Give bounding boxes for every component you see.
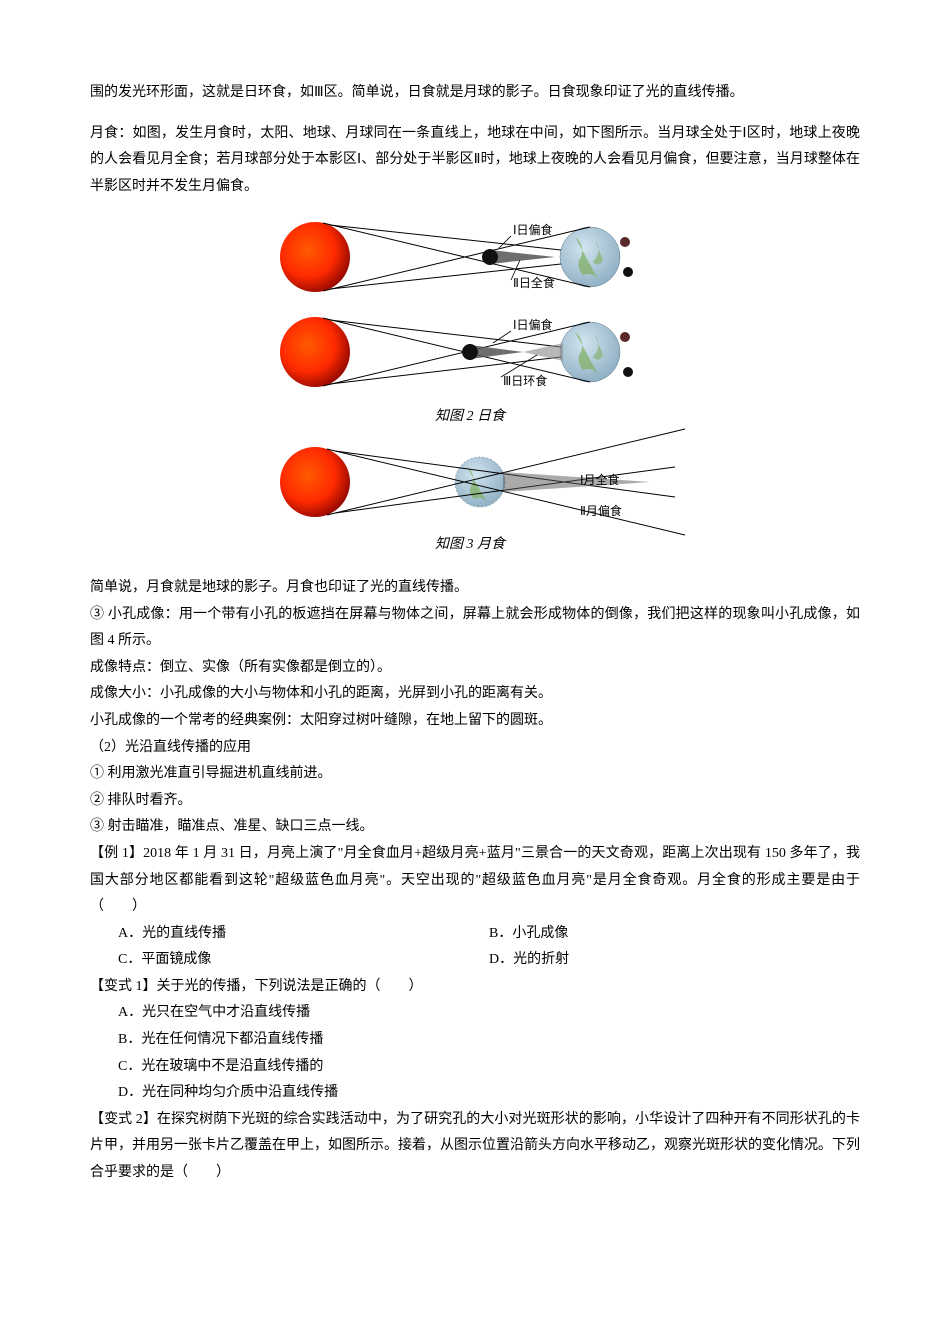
after-p5: 小孔成像的一个常考的经典案例：太阳穿过树叶缝隙，在地上留下的圆斑。 bbox=[90, 708, 860, 735]
ex1-opts-row1: A．光的直线传播 B．小孔成像 bbox=[90, 921, 860, 948]
solar-eclipse-1: Ⅰ日偏食 Ⅱ日全食 bbox=[280, 222, 633, 292]
spacer bbox=[90, 107, 860, 121]
var2-stem: 【变式 2】在探究树荫下光斑的综合实践活动中，为了研究孔的大小对光斑形状的影响，… bbox=[90, 1107, 860, 1187]
eclipse-diagram: Ⅰ日偏食 Ⅱ日全食 Ⅰ日偏食 Ⅲ日环食 知图 2 日食 bbox=[90, 212, 860, 563]
after-p4: 成像大小：小孔成像的大小与物体和小孔的距离，光屏到小孔的距离有关。 bbox=[90, 681, 860, 708]
ex1-opt-b: B．小孔成像 bbox=[489, 921, 860, 948]
ex1-opt-a: A．光的直线传播 bbox=[118, 921, 489, 948]
intro-para-2: 月食：如图，发生月食时，太阳、地球、月球同在一条直线上，地球在中间，如下图所示。… bbox=[90, 121, 860, 201]
var1-opt-d: D．光在同种均匀介质中沿直线传播 bbox=[118, 1080, 860, 1107]
solar-eclipse-2: Ⅰ日偏食 Ⅲ日环食 bbox=[280, 317, 633, 388]
ex1-stem: 【例 1】2018 年 1 月 31 日，月亮上演了"月全食血月+超级月亮+蓝月… bbox=[90, 841, 860, 921]
label-solar2-partial: Ⅰ日偏食 bbox=[513, 317, 553, 332]
label-lunar-total: Ⅰ月全食 bbox=[580, 472, 620, 487]
ex1-opts-row2: C．平面镜成像 D．光的折射 bbox=[90, 947, 860, 974]
after-p9: ③ 射击瞄准，瞄准点、准星、缺口三点一线。 bbox=[90, 814, 860, 841]
after-p2: ③ 小孔成像：用一个带有小孔的板遮挡在屏幕与物体之间，屏幕上就会形成物体的倒像，… bbox=[90, 602, 860, 655]
after-p1: 简单说，月食就是地球的影子。月食也印证了光的直线传播。 bbox=[90, 575, 860, 602]
label-lunar-partial: Ⅱ月偏食 bbox=[580, 503, 622, 518]
var1-opts: A．光只在空气中才沿直线传播 B．光在任何情况下都沿直线传播 C．光在玻璃中不是… bbox=[90, 1000, 860, 1106]
var1-opt-b: B．光在任何情况下都沿直线传播 bbox=[118, 1027, 860, 1054]
var1-stem: 【变式 1】关于光的传播，下列说法是正确的（ ） bbox=[90, 974, 860, 1001]
after-p3: 成像特点：倒立、实像（所有实像都是倒立的）。 bbox=[90, 655, 860, 682]
label-solar1-total: Ⅱ日全食 bbox=[513, 275, 555, 290]
label-solar2-annular: Ⅲ日环食 bbox=[503, 373, 547, 388]
intro-para-1: 围的发光环形面，这就是日环食，如Ⅲ区。简单说，日食就是月球的影子。日食现象印证了… bbox=[90, 80, 860, 107]
ex1-stem-text: 【例 1】2018 年 1 月 31 日，月亮上演了"月全食血月+超级月亮+蓝月… bbox=[90, 846, 860, 914]
eclipse-svg: Ⅰ日偏食 Ⅱ日全食 Ⅰ日偏食 Ⅲ日环食 知图 2 日食 bbox=[255, 212, 695, 552]
var1-opt-a: A．光只在空气中才沿直线传播 bbox=[118, 1000, 860, 1027]
ex1-opt-c: C．平面镜成像 bbox=[118, 947, 489, 974]
after-p6: （2）光沿直线传播的应用 bbox=[90, 735, 860, 762]
lunar-eclipse: Ⅰ月全食 Ⅱ月偏食 bbox=[280, 429, 685, 535]
fig2-caption: 知图 2 日食 bbox=[435, 408, 507, 424]
ex1-opt-d: D．光的折射 bbox=[489, 947, 860, 974]
var1-opt-c: C．光在玻璃中不是沿直线传播的 bbox=[118, 1054, 860, 1081]
after-p8: ② 排队时看齐。 bbox=[90, 788, 860, 815]
after-p7: ① 利用激光准直引导掘进机直线前进。 bbox=[90, 761, 860, 788]
fig3-caption: 知图 3 月食 bbox=[435, 536, 507, 552]
label-solar1-partial: Ⅰ日偏食 bbox=[513, 222, 553, 237]
